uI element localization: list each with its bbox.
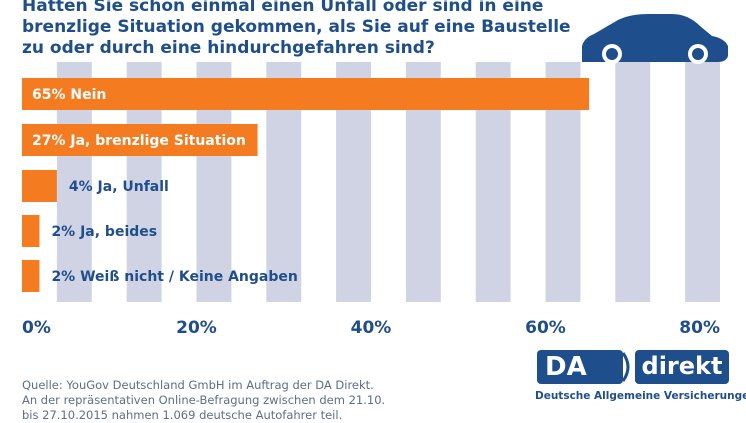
grid-stripe <box>685 62 720 302</box>
da-direkt-logo: DA direkt Deutsche Allgemeine Versicheru… <box>535 350 746 410</box>
bar-4 <box>22 215 40 247</box>
bar-5 <box>22 260 40 292</box>
source-line-3: bis 27.10.2015 nahmen 1.069 deutsche Aut… <box>22 408 343 422</box>
x-axis-ticks: 0% 20% 40% 60% 80% <box>22 318 720 338</box>
bars: 65% Nein 27% Ja, brenzlige Situation 4% Ja… <box>22 78 590 292</box>
source-line-2: An der repräsentativen Online-Befragung … <box>22 393 386 407</box>
x-tick-label: 60% <box>525 318 566 338</box>
bar-label-3: 4% Ja, Unfall <box>69 179 169 195</box>
x-tick-label: 20% <box>176 318 217 338</box>
logo-direkt: direkt <box>635 350 729 384</box>
chart-title: Hatten Sie schon einmal einen Unfall ode… <box>22 0 571 58</box>
signal-waves-icon <box>609 352 630 382</box>
bar-label-4: 2% Ja, beides <box>51 224 157 240</box>
source-note: Quelle: YouGov Deutschland GmbH im Auftr… <box>22 378 492 423</box>
grid-stripe <box>615 62 651 302</box>
bar-2 <box>22 124 258 156</box>
bar-3 <box>22 170 57 202</box>
logo-tagline: Deutsche Allgemeine Versicherungen <box>535 390 746 402</box>
car-icon <box>582 14 728 64</box>
bar-chart: 65% Nein 27% Ja, brenzlige Situation 4% Ja… <box>22 14 728 338</box>
logo-da: DA <box>537 350 623 384</box>
bar-label-5: 2% Weiß nicht / Keine Angaben <box>51 269 297 285</box>
source-line-1: Quelle: YouGov Deutschland GmbH im Auftr… <box>22 378 374 392</box>
bar-label-2: 27% Ja, brenzlige Situation <box>32 133 246 149</box>
bar-label-1: 65% Nein <box>32 87 106 103</box>
x-tick-label: 40% <box>351 318 392 338</box>
x-tick-label: 0% <box>22 318 51 338</box>
x-tick-label: 80% <box>679 318 720 338</box>
bar-1 <box>22 78 590 110</box>
